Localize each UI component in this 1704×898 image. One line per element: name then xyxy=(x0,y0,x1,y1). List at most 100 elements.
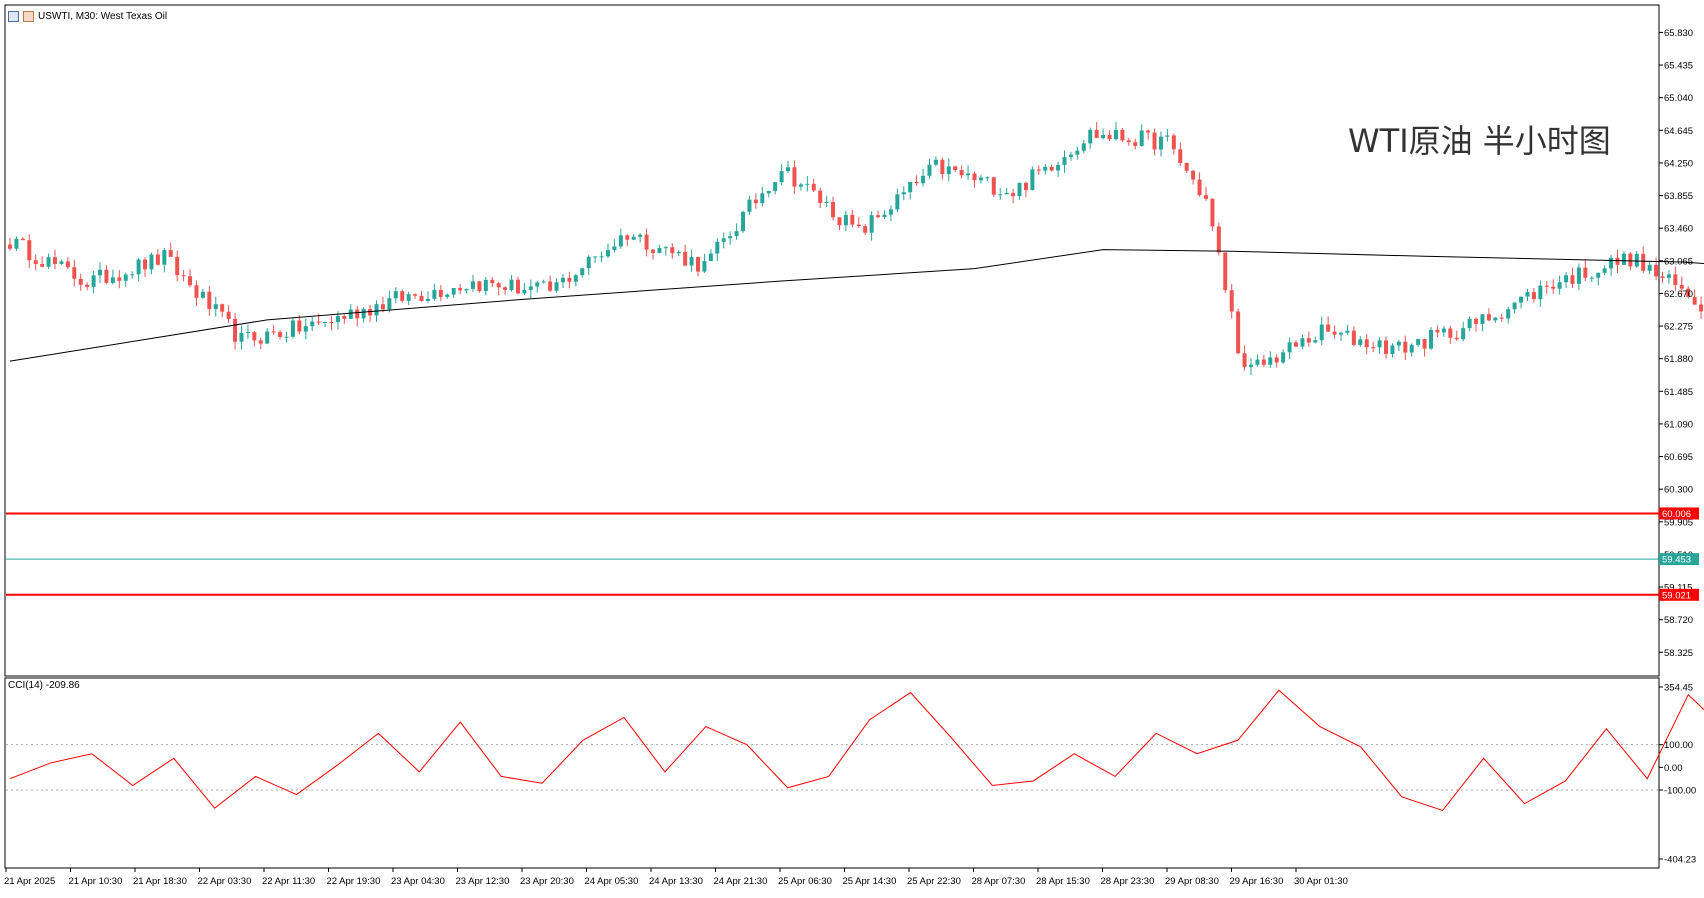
time-tick-label: 25 Apr 06:30 xyxy=(778,876,832,887)
candle-body xyxy=(1570,275,1575,284)
candle-body xyxy=(1615,257,1620,265)
candle-body xyxy=(207,291,212,310)
candle-body xyxy=(33,260,38,265)
candles xyxy=(8,121,1704,376)
candle-body xyxy=(1519,296,1524,303)
candle-body xyxy=(194,285,199,298)
candle-body xyxy=(1268,357,1273,365)
price-panel-frame xyxy=(4,4,1660,677)
candle-body xyxy=(1621,253,1626,265)
candle-body xyxy=(1551,286,1556,289)
candle-body xyxy=(1448,328,1453,338)
time-tick-label: 28 Apr 15:30 xyxy=(1036,876,1090,887)
candle-body xyxy=(85,284,90,287)
candle-body xyxy=(432,289,437,299)
candle-body xyxy=(496,283,501,288)
candle-body xyxy=(226,311,231,319)
candle-body xyxy=(1506,309,1511,319)
candle-body xyxy=(117,277,122,281)
candle-body xyxy=(843,214,848,226)
time-tick-label: 28 Apr 23:30 xyxy=(1101,876,1155,887)
price-levels xyxy=(6,512,1659,596)
candle-body xyxy=(290,320,295,337)
candle-body xyxy=(1628,253,1633,267)
candle-body xyxy=(136,259,141,275)
time-tick-label: 23 Apr 04:30 xyxy=(391,876,445,887)
cci-indicator-label: CCI(14) -209.86 xyxy=(8,680,80,691)
candle-body xyxy=(1184,162,1189,171)
candle-body xyxy=(245,332,250,334)
candle-body xyxy=(175,256,180,276)
cci-indicator xyxy=(6,689,1704,812)
candle-body xyxy=(387,298,392,310)
candle-body xyxy=(490,279,495,284)
candle-body xyxy=(143,259,148,270)
candle-body xyxy=(477,281,482,292)
candle-body xyxy=(348,309,353,319)
time-tick-label: 30 Apr 01:30 xyxy=(1294,876,1348,887)
candle-body xyxy=(451,288,456,295)
cci-tick-label: -100.00 xyxy=(1664,786,1696,797)
candle-body xyxy=(406,294,411,301)
candle-body xyxy=(1429,329,1434,349)
candle-body xyxy=(1056,164,1061,171)
candle-body xyxy=(798,184,803,187)
candle-body xyxy=(458,288,463,291)
candle-body xyxy=(850,214,855,225)
candle-body xyxy=(200,291,205,298)
candle-body xyxy=(1699,304,1704,312)
chart-window-icon[interactable] xyxy=(8,10,19,22)
candle-body xyxy=(470,281,475,289)
cci-tick-label: 0.00 xyxy=(1664,763,1683,774)
price-tick-label: 63.460 xyxy=(1664,224,1693,235)
candle-body xyxy=(876,215,881,218)
candle-body xyxy=(1326,324,1331,332)
candle-body xyxy=(53,257,58,264)
candle-body xyxy=(1011,192,1016,197)
price-tick-label: 65.040 xyxy=(1664,93,1693,104)
candle-body xyxy=(355,309,360,319)
time-tick-label: 21 Apr 2025 xyxy=(4,876,55,887)
price-tick-label: 62.670 xyxy=(1664,289,1693,300)
price-tick-label: 63.065 xyxy=(1664,256,1693,267)
candle-body xyxy=(811,183,816,191)
candle-body xyxy=(1171,135,1176,150)
candle-body xyxy=(400,291,405,301)
candle-body xyxy=(130,274,135,276)
candle-body xyxy=(1416,339,1421,345)
price-level-label: 59.021 xyxy=(1662,590,1691,601)
candle-body xyxy=(342,315,347,319)
candle-body xyxy=(310,321,315,327)
candle-body xyxy=(1390,345,1395,354)
candle-body xyxy=(766,190,771,194)
candle-body xyxy=(1036,169,1041,171)
price-tick-label: 60.300 xyxy=(1664,485,1693,496)
candle-body xyxy=(188,276,193,286)
price-level-tag xyxy=(1659,588,1699,601)
candle-body xyxy=(1692,296,1697,305)
price-level-tag xyxy=(1659,507,1699,520)
candle-body xyxy=(1351,330,1356,345)
candle-body xyxy=(361,308,366,319)
price-tick-label: 61.090 xyxy=(1664,419,1693,430)
candle-body xyxy=(1339,332,1344,335)
candle-body xyxy=(1403,341,1408,353)
candle-body xyxy=(1017,182,1022,197)
time-tick-label: 24 Apr 13:30 xyxy=(649,876,703,887)
candle-body xyxy=(335,315,340,323)
candle-body xyxy=(605,250,610,257)
candle-body xyxy=(1660,276,1665,278)
symbol-icon[interactable] xyxy=(23,10,34,22)
price-tick-label: 61.485 xyxy=(1664,387,1693,398)
candle-body xyxy=(535,282,540,287)
candle-body xyxy=(368,308,373,316)
candle-body xyxy=(696,257,701,272)
candle-body xyxy=(1654,264,1659,277)
candle-body xyxy=(792,167,797,187)
candle-body xyxy=(1686,288,1691,297)
candle-body xyxy=(181,275,186,277)
candle-body xyxy=(413,294,418,296)
candle-body xyxy=(284,336,289,338)
